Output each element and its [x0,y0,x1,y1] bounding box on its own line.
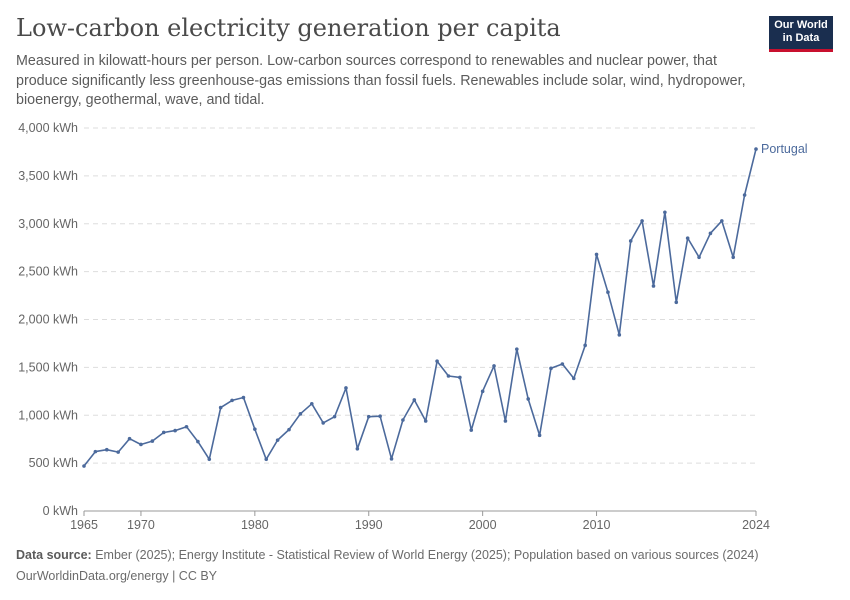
data-point [663,210,667,215]
y-tick-label: 3,000 kWh [18,217,78,231]
data-point [127,436,132,441]
data-point [344,386,348,390]
data-point [606,290,610,295]
data-point [560,362,565,366]
data-point [93,449,98,454]
data-point [651,284,656,288]
data-point [218,405,223,410]
data-point [731,255,736,260]
y-tick-label: 500 kWh [29,456,78,470]
data-point [697,255,701,260]
data-point [446,374,451,378]
data-point [355,446,360,451]
data-point [241,395,246,400]
data-point [617,333,622,337]
data-point [640,219,644,223]
series-line-portugal [83,148,757,467]
y-tick-label: 2,500 kWh [18,265,78,279]
chart-title: Low-carbon electricity generation per ca… [16,14,561,42]
data-point [161,430,166,435]
data-point [537,433,542,438]
x-tick-label: 1990 [355,518,383,532]
data-point [321,421,325,425]
data-point [492,364,496,368]
data-source-text: Ember (2025); Energy Institute - Statist… [95,548,759,562]
data-source-label: Data source: [16,548,92,562]
data-point [549,366,553,371]
data-point [184,424,189,429]
data-point [173,428,177,433]
data-point [435,359,439,363]
y-tick-label: 2,000 kWh [18,313,78,327]
y-tick-label: 0 kWh [43,504,78,518]
logo-line-1: Our World [774,19,828,31]
x-tick-label: 2000 [469,518,497,532]
x-tick-label: 1970 [127,518,155,532]
data-point [287,427,291,432]
owid-logo[interactable]: Our World in Data [769,16,833,52]
data-point [366,414,371,419]
data-point [230,398,234,403]
data-point [480,389,485,394]
data-point [594,252,599,257]
data-point [401,418,405,422]
y-tick-label: 1,000 kWh [18,408,78,422]
data-point [685,236,690,240]
data-point [720,219,724,223]
data-point [708,231,713,236]
x-tick-label: 2024 [742,518,770,532]
data-point [503,419,508,423]
data-point [628,239,633,243]
data-point [253,427,257,431]
x-tick-label: 2010 [583,518,611,532]
data-point [275,438,280,442]
data-point [583,343,587,348]
data-point [207,457,212,462]
data-point [332,414,337,419]
series-label-portugal: Portugal [761,142,808,156]
data-point [82,464,86,468]
data-point [423,419,428,423]
data-point [469,428,474,432]
data-point [515,347,519,351]
logo-line-2: in Data [782,32,820,44]
data-point [139,442,143,447]
data-point [298,412,303,416]
y-tick-label: 3,500 kWh [18,169,78,183]
x-tick-label: 1965 [70,518,98,532]
y-tick-label: 4,000 kWh [18,121,78,135]
data-point [571,376,576,381]
data-point [104,447,109,452]
data-point [309,401,314,406]
chart-subtitle: Measured in kilowatt-hours per person. L… [16,53,746,108]
data-point [196,439,200,444]
y-tick-label: 1,500 kWh [18,360,78,374]
data-point [742,193,747,197]
data-point [674,300,679,305]
x-tick-label: 1980 [241,518,269,532]
credit-link[interactable]: OurWorldinData.org/energy | CC BY [16,569,218,583]
data-point [526,397,531,401]
data-source-note: Data source: Ember (2025); Energy Instit… [16,548,759,562]
data-point [116,450,120,454]
data-point [389,457,394,461]
data-point [150,439,155,443]
data-point [264,457,269,462]
data-point [412,398,417,402]
data-point [378,414,382,419]
data-point [754,147,758,151]
data-point [458,375,462,380]
